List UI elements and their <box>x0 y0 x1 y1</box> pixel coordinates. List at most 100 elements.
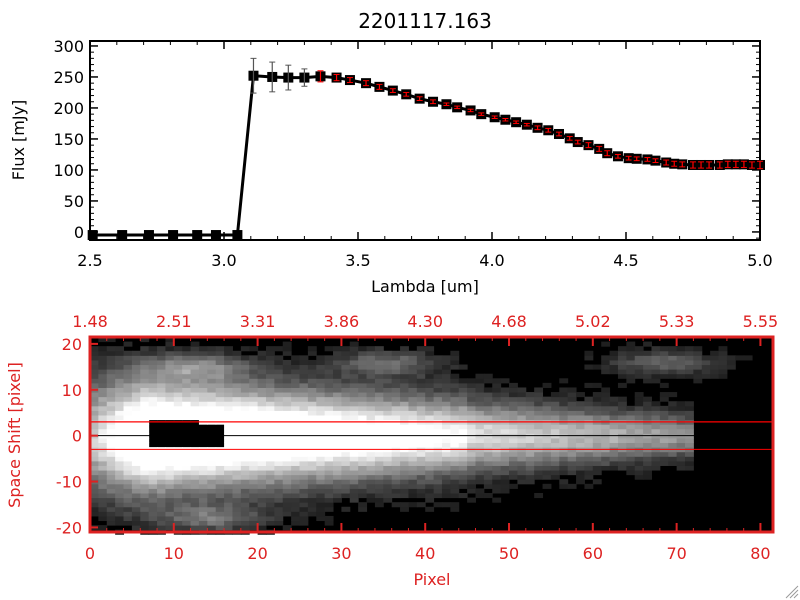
heatmap-cell <box>349 456 359 462</box>
heatmap-cell <box>374 437 384 444</box>
heatmap-cell <box>542 424 552 430</box>
heatmap-cell <box>257 387 267 393</box>
heatmap-cell <box>98 415 108 421</box>
heatmap-cell <box>140 350 150 356</box>
heatmap-cell <box>408 387 418 393</box>
heatmap-cell <box>224 465 233 471</box>
heatmap-cell <box>408 493 418 499</box>
heatmap-cell <box>249 465 259 471</box>
heatmap-cell <box>550 437 560 444</box>
heatmap-cell <box>458 465 468 471</box>
heatmap-cell <box>173 382 183 388</box>
heatmap-cell <box>400 405 409 411</box>
heatmap-cell <box>550 396 560 402</box>
heatmap-cell <box>307 346 317 352</box>
heatmap-cell <box>324 437 334 444</box>
heatmap-cell <box>215 350 225 356</box>
heatmap-cell <box>416 405 426 411</box>
heatmap-cell <box>601 424 611 430</box>
heatmap-cell <box>341 451 351 457</box>
heatmap-cell <box>416 415 426 421</box>
heatmap-cell <box>148 479 158 485</box>
heatmap-cell <box>257 405 267 411</box>
heatmap-cell <box>634 401 644 407</box>
heatmap-cell <box>366 497 376 503</box>
heatmap-cell <box>450 415 460 421</box>
heatmap-cell <box>374 424 384 430</box>
heatmap-cell <box>207 364 217 370</box>
heatmap-cell <box>190 401 200 407</box>
heatmap-cell <box>643 410 652 416</box>
heatmap-cell <box>483 378 493 384</box>
heatmap-cell <box>601 392 611 398</box>
heatmap-cell <box>190 488 200 494</box>
heatmap-cell <box>366 378 376 384</box>
heatmap-cell <box>182 396 192 402</box>
heatmap-cell <box>307 405 317 411</box>
heatmap-cell <box>307 470 317 476</box>
heatmap-cell <box>509 410 518 416</box>
heatmap-cell <box>207 479 217 485</box>
heatmap-cell <box>651 359 661 366</box>
heatmap-cell <box>240 355 250 361</box>
heatmap-cell <box>349 470 359 476</box>
heatmap-cell <box>299 493 309 499</box>
heatmap-cell <box>391 355 401 361</box>
top-wavelength-tick-label: 5.33 <box>659 312 695 331</box>
heatmap-cell <box>207 373 217 379</box>
heatmap-cell <box>240 364 250 370</box>
heatmap-cell <box>198 373 208 379</box>
heatmap-cell <box>165 350 175 356</box>
heatmap-cell <box>115 359 125 366</box>
heatmap-cell <box>576 424 585 430</box>
heatmap-cell <box>257 382 267 388</box>
heatmap-cell <box>265 442 275 448</box>
heatmap-cell <box>249 405 259 411</box>
heatmap-cell <box>601 415 611 421</box>
heatmap-cell <box>274 520 284 526</box>
heatmap-cell <box>215 470 225 476</box>
heatmap-cell <box>576 451 585 457</box>
heatmap-cell <box>131 428 141 434</box>
heatmap-cell <box>207 451 217 457</box>
heatmap-cell <box>349 428 359 434</box>
heatmap-cell <box>98 392 108 398</box>
heatmap-cell <box>299 359 309 366</box>
heatmap-cell <box>617 364 627 370</box>
heatmap-cell <box>173 483 183 489</box>
heatmap-cell <box>215 493 225 499</box>
heatmap-cell <box>467 437 476 444</box>
heatmap-cell <box>441 502 451 508</box>
heatmap-cell <box>307 506 317 512</box>
heatmap-cell <box>441 493 451 499</box>
heatmap-cell <box>659 382 669 388</box>
heatmap-cell <box>542 465 552 471</box>
heatmap-cell <box>157 511 166 517</box>
heatmap-cell <box>157 373 166 379</box>
heatmap-cell <box>408 410 418 416</box>
heatmap-cell <box>374 460 384 466</box>
heatmap-cell <box>173 373 183 379</box>
heatmap-cell <box>483 474 493 480</box>
heatmap-cell <box>668 364 678 370</box>
heatmap-cell <box>324 392 334 398</box>
heatmap-cell <box>601 442 611 448</box>
heatmap-cell <box>626 355 636 361</box>
heatmap-cell <box>349 493 359 499</box>
heatmap-cell <box>324 460 334 466</box>
resize-grip-icon[interactable] <box>785 585 799 599</box>
heatmap-cell <box>416 442 426 448</box>
heatmap-cell <box>265 428 275 434</box>
heatmap-cell <box>182 346 192 352</box>
heatmap-cell <box>374 346 384 352</box>
heatmap-cell <box>559 437 569 444</box>
heatmap-cell <box>215 396 225 402</box>
heatmap-cell <box>542 442 552 448</box>
heatmap-cell <box>257 355 267 361</box>
heatmap-cell <box>626 369 636 375</box>
heatmap-cell <box>274 497 284 503</box>
heatmap-cell <box>374 451 384 457</box>
heatmap-cell <box>291 405 301 411</box>
heatmap-cell <box>550 415 560 421</box>
